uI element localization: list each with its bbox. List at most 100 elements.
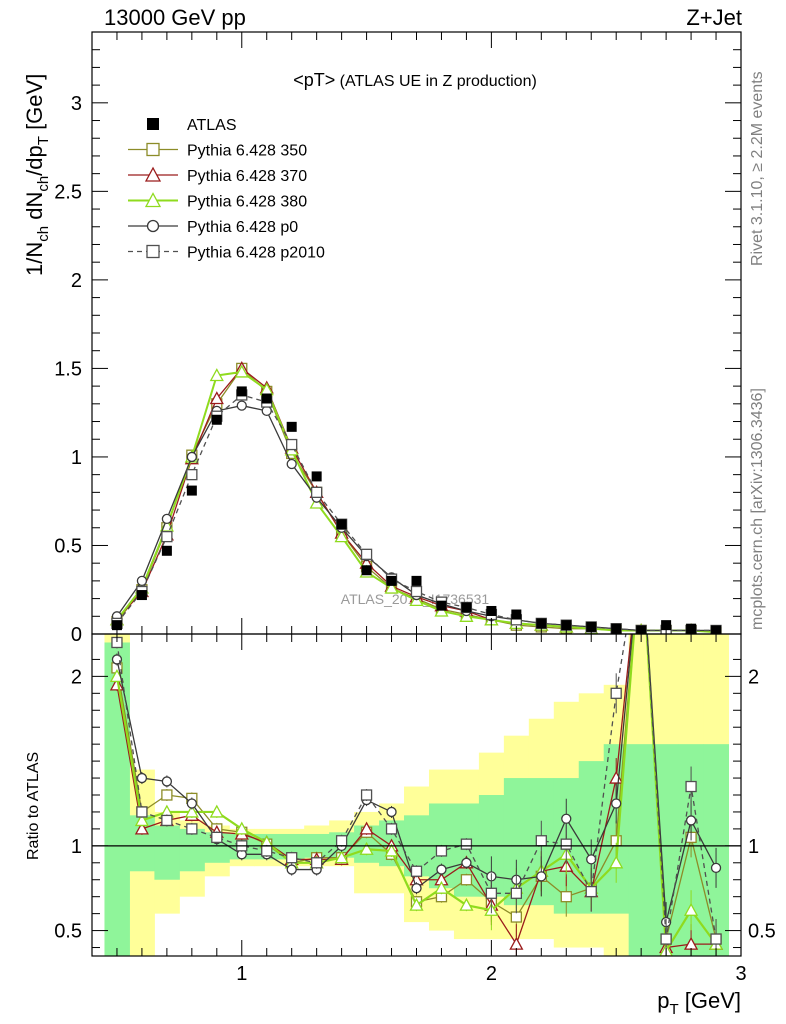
legend-marker-p350 — [146, 142, 160, 157]
ratio-point-p350 — [510, 911, 522, 923]
ratio-point-p380 — [334, 850, 349, 864]
x-tick-label: 3 — [735, 963, 746, 985]
ratio-point-p380 — [609, 855, 624, 869]
y-tick-label-ratio-right: 1 — [748, 836, 759, 858]
atlas-data-point — [261, 393, 272, 404]
ratio-point-p350 — [460, 874, 473, 886]
ratio-point-p380 — [384, 843, 399, 857]
atlas-data-point — [461, 602, 472, 613]
ratio-point-p0 — [685, 815, 697, 826]
main-panel-series — [109, 361, 722, 634]
ratio-point-p380 — [459, 897, 474, 911]
point-p2010 — [360, 548, 373, 560]
ratio-point-p380 — [683, 902, 699, 916]
ratio-point-p350 — [161, 789, 173, 801]
ratio-point-p370 — [134, 821, 150, 835]
ratio-point-p370 — [109, 677, 125, 691]
point-p0 — [161, 513, 173, 525]
ratio-point-p2010 — [211, 831, 223, 844]
y-tick-label-main: 3 — [71, 93, 82, 115]
y-tick-label-main: 0 — [71, 624, 82, 646]
band-green-bin — [628, 744, 655, 956]
y-tick-label-main: 0.5 — [54, 535, 82, 557]
plot-title-main: <pT> — [293, 70, 335, 90]
point-p380 — [384, 580, 399, 594]
y-tick-label-main: 1.5 — [54, 358, 82, 380]
point-p2010 — [311, 486, 323, 499]
ratio-point-p350 — [560, 891, 572, 903]
ratio-point-p380 — [234, 821, 249, 835]
point-p0 — [286, 458, 297, 470]
legend-marker-p0 — [146, 219, 160, 233]
ratio-point-p2010 — [286, 852, 298, 864]
ratio-point-p0 — [386, 806, 397, 818]
atlas-data-point — [361, 565, 372, 576]
atlas-data-point — [536, 618, 547, 629]
ratio-point-p2010 — [710, 933, 722, 945]
ratio-point-p2010 — [585, 885, 597, 898]
y-tick-label-ratio: 2 — [71, 666, 82, 688]
atlas-data-point — [561, 620, 572, 631]
y-tick-label-main: 2 — [71, 270, 82, 292]
svg-text:<pT> (ATLAS UE in Z production: <pT> (ATLAS UE in Z production) — [293, 70, 537, 90]
ratio-point-p2010 — [186, 823, 198, 835]
atlas-data-point — [136, 590, 147, 601]
ratio-point-p0 — [436, 864, 447, 875]
point-p0 — [186, 451, 197, 463]
header-energy-label: 13000 GeV pp — [104, 5, 246, 30]
atlas-data-point — [386, 575, 397, 586]
point-p2010 — [161, 530, 173, 543]
atlas-data-point — [486, 605, 497, 616]
y-tick-label-main: 2.5 — [54, 181, 82, 203]
y-tick-label-ratio: 1 — [71, 836, 82, 858]
y-axis-title-ratio: Ratio to ATLAS — [25, 752, 42, 860]
ratio-point-p0 — [136, 772, 148, 784]
ratio-point-p0 — [461, 857, 472, 868]
ratio-point-p0 — [710, 862, 722, 874]
atlas-data-point — [411, 575, 422, 586]
band-green-bin — [179, 828, 205, 872]
point-p0 — [236, 400, 247, 411]
ratio-point-p2010 — [435, 845, 448, 857]
ratio-panel-series — [109, 535, 724, 956]
ratio-point-p2010 — [385, 823, 398, 835]
ratio-point-p2010 — [485, 887, 498, 899]
x-tick-label: 2 — [486, 963, 497, 985]
band-green-bin — [154, 825, 180, 880]
ratio-point-p2010 — [136, 806, 148, 818]
legend-label-p350: Pythia 6.428 350 — [187, 143, 307, 160]
legend: ATLAS Pythia 6.428 350 Pythia 6.428 370 Pyt… — [128, 117, 325, 262]
ratio-point-p2010 — [560, 838, 572, 850]
ratio-point-p0 — [536, 871, 547, 882]
ratio-point-p2010 — [460, 838, 473, 850]
atlas-data-point — [311, 471, 322, 482]
y-tick-label-ratio: 0.5 — [54, 921, 82, 943]
ratio-point-p2010 — [161, 814, 173, 827]
x-axis-title: pT [GeV] — [657, 988, 741, 1018]
atlas-data-point — [236, 386, 247, 397]
point-p380 — [334, 529, 349, 543]
ratio-point-p2010 — [261, 845, 273, 857]
atlas-data-point — [186, 485, 197, 496]
legend-marker-p370 — [144, 166, 162, 182]
ratio-point-p2010 — [660, 933, 672, 945]
ratio-uncertainty-bands — [104, 634, 730, 956]
ratio-point-p2010 — [360, 789, 373, 801]
atlas-data-point — [161, 545, 172, 556]
ratio-point-p2010 — [636, 536, 646, 546]
ratio-point-p2010 — [410, 865, 423, 877]
y-tick-label-ratio-right: 2 — [748, 666, 759, 688]
y-axis-title-main: 1/Nch dNch/dpT [GeV] — [22, 74, 52, 276]
ratio-point-p380 — [134, 813, 150, 827]
point-p2010 — [286, 438, 298, 451]
ratio-point-p0 — [161, 776, 173, 787]
ratio-point-p380 — [209, 804, 224, 818]
ratio-point-p380 — [359, 841, 374, 855]
ratio-point-p370 — [359, 821, 374, 835]
y-tick-label-ratio-right: 0.5 — [748, 921, 776, 943]
atlas-data-point — [511, 609, 522, 620]
plot-title-sub: (ATLAS UE in Z production) — [335, 73, 537, 90]
ratio-point-p380 — [635, 535, 647, 546]
ratio-point-p0 — [286, 864, 297, 875]
ratio-point-p2010 — [311, 857, 323, 869]
